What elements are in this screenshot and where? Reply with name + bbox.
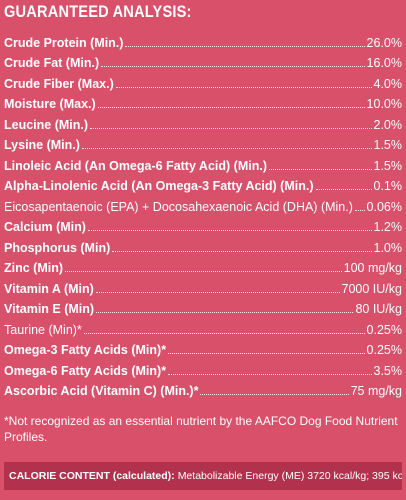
nutrient-value: 4.0% [373, 76, 403, 91]
dot-leader [87, 230, 372, 231]
nutrient-value: 0.1% [373, 179, 403, 193]
analysis-row: Crude Fat (Min.) 16.0% [4, 50, 402, 70]
dot-leader [268, 168, 372, 170]
calorie-content-bar: CALORIE CONTENT (calculated): Metaboliza… [4, 462, 402, 490]
calorie-content-label: CALORIE CONTENT (calculated): [9, 470, 175, 482]
nutrient-value: 26.0% [366, 35, 402, 50]
analysis-row: Ascorbic Acid (Vitamin C) (Min.)* 75 mg/k… [4, 378, 402, 398]
dot-leader [81, 148, 372, 149]
analysis-row: Crude Fiber (Max.) 4.0% [4, 70, 402, 91]
nutrient-value: 16.0% [366, 56, 402, 70]
dot-leader [200, 394, 349, 395]
dot-leader [65, 271, 342, 272]
dot-leader [95, 291, 340, 293]
nutrient-value: 80 IU/kg [355, 302, 402, 316]
analysis-row: Vitamin A (Min) 7000 IU/kg [4, 275, 402, 296]
nutrient-value: 1.0% [373, 240, 403, 255]
nutrient-value: 3.5% [373, 363, 403, 378]
nutrient-label: Eicosapentaenoic (EPA) + Docosahexaenoic… [4, 199, 353, 214]
analysis-row: Leucine (Min.) 2.0% [4, 111, 402, 132]
nutrient-label: Crude Fat (Min.) [4, 56, 100, 70]
nutrient-label: Omega-6 Fatty Acids (Min)* [4, 363, 167, 378]
footnote: *Not recognized as an essential nutrient… [4, 414, 398, 444]
nutrient-value: 100 mg/kg [343, 261, 402, 275]
nutrient-value: 1.5% [373, 158, 403, 173]
nutrient-value: 0.25% [366, 343, 402, 357]
analysis-row: Moisture (Max.) 10.0% [4, 91, 402, 111]
nutrient-value: 0.25% [366, 322, 402, 337]
nutrient-label: Vitamin E (Min) [4, 302, 95, 316]
nutrient-label: Vitamin A (Min) [4, 281, 94, 296]
analysis-row: Lysine (Min.) 1.5% [4, 132, 403, 152]
dot-leader [315, 189, 372, 190]
nutrient-value: 2.0% [373, 117, 403, 132]
dot-leader [354, 209, 365, 211]
nutrient-label: Crude Protein (Min.) [4, 35, 124, 50]
dot-leader [96, 312, 354, 313]
analysis-row: Calcium (Min) 1.2% [4, 214, 403, 234]
dot-leader [97, 107, 365, 108]
nutrient-value: 75 mg/kg [350, 384, 402, 398]
dot-leader [115, 86, 372, 88]
analysis-row: Eicosapentaenoic (EPA) + Docosahexaenoic… [4, 193, 402, 214]
analysis-row: Phosphorus (Min) 1.0% [4, 234, 402, 255]
calorie-content-text: Metabolizable Energy (ME) 3720 kcal/kg; … [177, 470, 402, 482]
nutrient-label: Zinc (Min) [4, 261, 64, 275]
nutrient-label: Omega-3 Fatty Acids (Min)* [4, 343, 167, 357]
nutrient-label: Crude Fiber (Max.) [4, 76, 114, 91]
dot-leader [90, 127, 372, 129]
analysis-row: Taurine (Min)* 0.25% [4, 316, 402, 337]
dot-leader [125, 45, 365, 47]
analysis-row: Zinc (Min) 100 mg/kg [4, 255, 402, 275]
analysis-row: Vitamin E (Min) 80 IU/kg [4, 296, 402, 316]
nutrient-value: 0.06% [366, 199, 402, 214]
analysis-row: Linoleic Acid (An Omega-6 Fatty Acid) (M… [4, 152, 402, 173]
analysis-row: Omega-6 Fatty Acids (Min)* 3.5% [4, 357, 402, 378]
nutrient-value: 7000 IU/kg [341, 281, 402, 296]
nutrient-label: Phosphorus (Min) [4, 240, 111, 255]
analysis-row: Alpha-Linolenic Acid (An Omega-3 Fatty A… [4, 173, 403, 193]
dot-leader [101, 66, 365, 67]
analysis-row: Crude Protein (Min.) 26.0% [4, 29, 402, 50]
nutrient-label: Leucine (Min.) [4, 117, 89, 132]
nutrient-label: Calcium (Min) [4, 220, 86, 234]
nutrient-label: Taurine (Min)* [4, 322, 82, 337]
analysis-row: Omega-3 Fatty Acids (Min)* 0.25% [4, 337, 402, 357]
nutrient-label: Ascorbic Acid (Vitamin C) (Min.)* [4, 384, 199, 398]
dot-leader [112, 250, 372, 252]
dot-leader [168, 373, 372, 375]
nutrient-label: Alpha-Linolenic Acid (An Omega-3 Fatty A… [4, 179, 314, 193]
dot-leader [168, 353, 365, 354]
nutrient-label: Linoleic Acid (An Omega-6 Fatty Acid) (M… [4, 158, 267, 173]
analysis-rows: Crude Protein (Min.) 26.0% Crude Fat (Min.… [4, 29, 403, 399]
nutrient-value: 1.5% [373, 138, 403, 152]
nutrient-label: Moisture (Max.) [4, 97, 96, 111]
nutrient-value: 10.0% [366, 97, 402, 111]
dot-leader [83, 332, 365, 334]
nutrient-value: 1.2% [373, 220, 403, 234]
nutrient-label: Lysine (Min.) [4, 138, 80, 152]
analysis-title: GUARANTEED ANALYSIS: [4, 2, 192, 21]
